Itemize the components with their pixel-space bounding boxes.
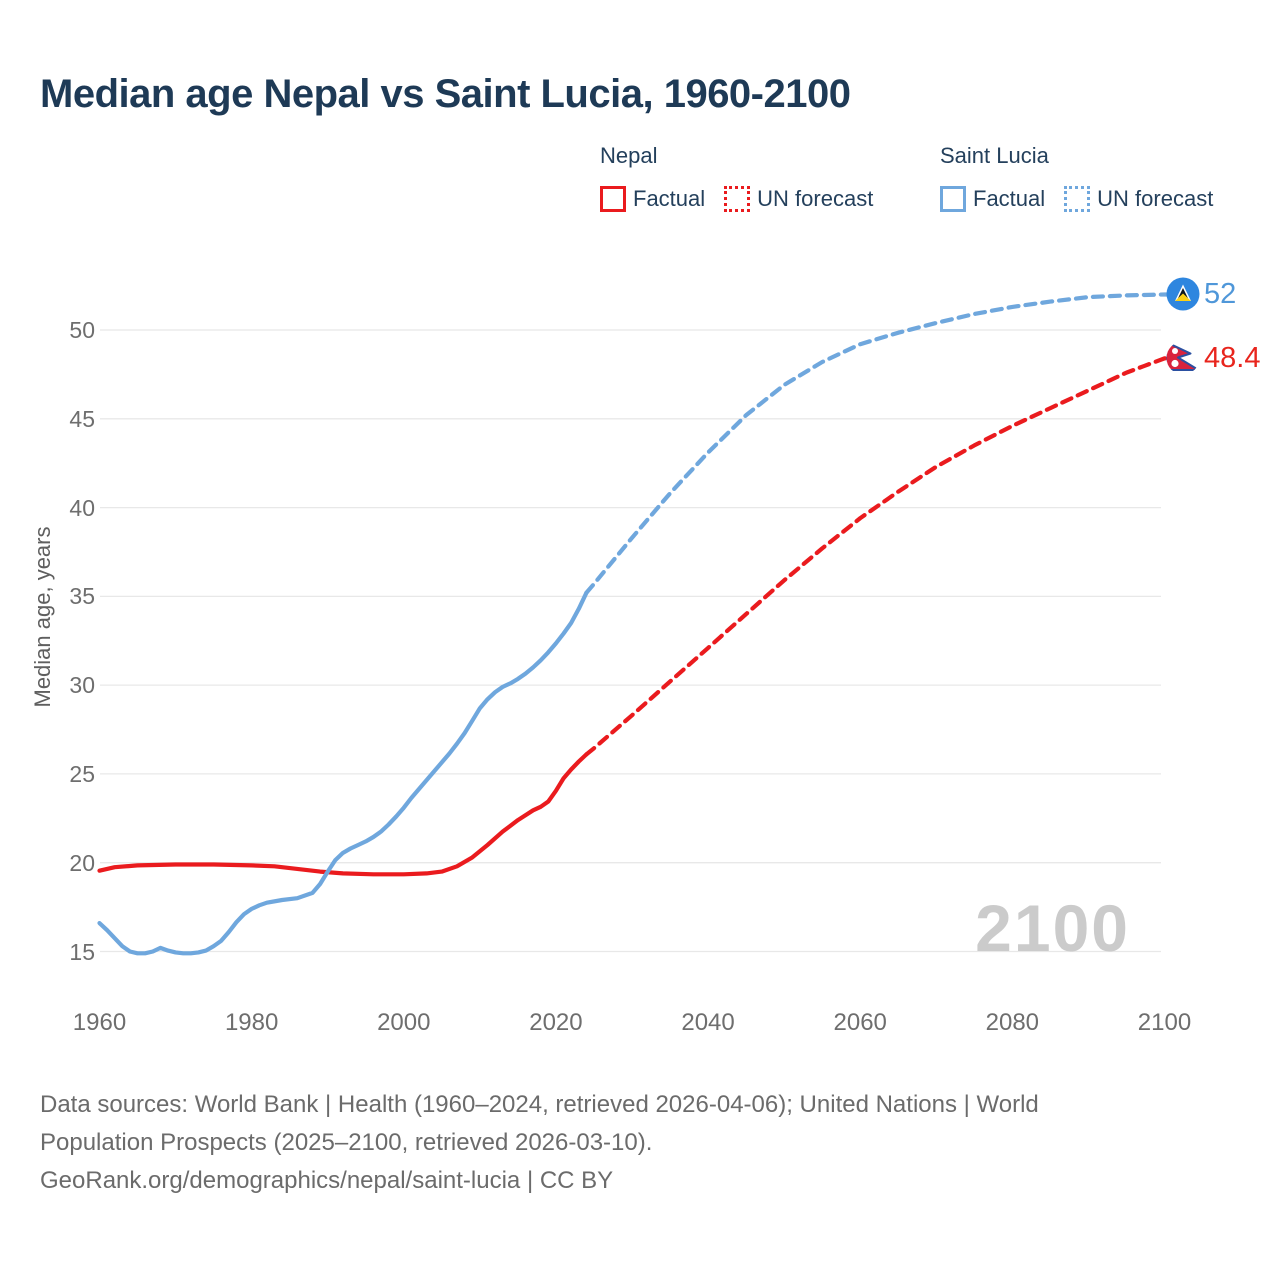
x-tick-2020: 2020 [529,1009,583,1036]
legend-swatch-dotted [1064,186,1091,212]
y-tick-15: 15 [69,938,95,965]
footer-line-2: Population Prospects (2025–2100, retriev… [40,1129,653,1156]
end-value-saint-lucia: 52 [1204,278,1237,311]
series-saint-lucia-un-forecast [584,292,1187,595]
y-tick-50: 50 [69,317,95,343]
x-tick-2060: 2060 [833,1009,887,1036]
y-tick-25: 25 [69,760,95,787]
legend-group-nepal: Nepal [600,143,658,168]
legend-label: Factual [633,186,706,211]
y-tick-35: 35 [69,583,95,610]
legend-label: UN forecast [757,186,874,211]
legend-swatch-dotted [724,186,751,212]
x-tick-2080: 2080 [985,1009,1040,1036]
y-axis-title: Median age, years [30,526,55,708]
x-tick-2040: 2040 [681,1009,735,1036]
legend-item-factual: Factual [600,186,705,212]
chart-title: Median age Nepal vs Saint Lucia, 1960-21… [40,72,851,116]
watermark-year: 2100 [975,891,1130,965]
legend-swatch-solid [600,186,626,212]
legend-label: Factual [973,186,1046,211]
y-tick-45: 45 [69,405,95,432]
x-tick-1960: 1960 [72,1009,127,1036]
footer-line-1: Data sources: World Bank | Health (1960–… [40,1091,1039,1118]
x-tick-1980: 1980 [224,1009,279,1036]
legend-item-factual: Factual [940,186,1045,212]
footer-line-3: GeoRank.org/demographics/nepal/saint-luc… [40,1167,614,1194]
legend-label: UN forecast [1097,186,1214,211]
nepal-flag-icon [1166,341,1200,375]
legend-swatch-solid [940,186,966,212]
legend-item-un-forecast: UN forecast [724,186,873,212]
series-nepal-un-forecast [584,355,1187,757]
y-tick-30: 30 [69,672,95,699]
y-tick-40: 40 [69,494,95,521]
series-saint-lucia-factual [97,590,589,956]
x-tick-2000: 2000 [377,1009,431,1036]
y-tick-20: 20 [69,849,95,876]
legend-item-un-forecast: UN forecast [1064,186,1213,212]
data-sources-note: Data sources: World Bank | Health (1960–… [40,1086,1039,1200]
saint-lucia-flag-icon [1166,277,1200,311]
legend-group-saint-lucia: Saint Lucia [940,143,1049,168]
x-tick-2100: 2100 [1137,1009,1192,1036]
end-value-nepal: 48.4 [1204,342,1261,375]
series-nepal-factual [97,752,589,877]
